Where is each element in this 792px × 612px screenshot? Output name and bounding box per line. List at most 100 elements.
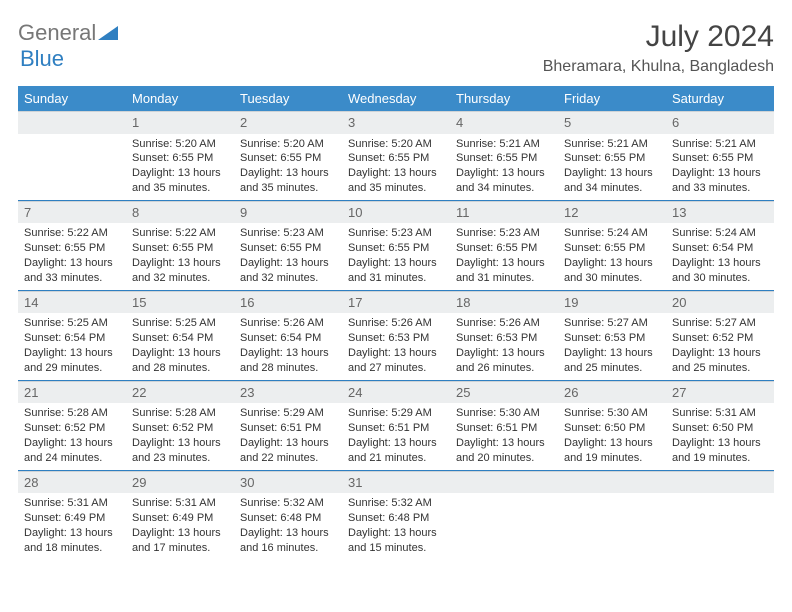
day-details: Sunrise: 5:23 AMSunset: 6:55 PMDaylight:… [234,223,342,289]
day-number: 4 [450,111,558,134]
sunset-text: Sunset: 6:52 PM [132,421,228,436]
daylight-text: Daylight: 13 hours and 24 minutes. [24,436,120,466]
day-number: 27 [666,381,774,404]
sunrise-text: Sunrise: 5:23 AM [456,226,552,241]
day-number: 11 [450,201,558,224]
calendar-cell: 11Sunrise: 5:23 AMSunset: 6:55 PMDayligh… [450,200,558,290]
day-number: 22 [126,381,234,404]
sunset-text: Sunset: 6:53 PM [564,331,660,346]
daylight-text: Daylight: 13 hours and 28 minutes. [132,346,228,376]
day-details: Sunrise: 5:20 AMSunset: 6:55 PMDaylight:… [126,134,234,200]
sunset-text: Sunset: 6:55 PM [456,151,552,166]
daylight-text: Daylight: 13 hours and 15 minutes. [348,526,444,556]
sunrise-text: Sunrise: 5:32 AM [240,496,336,511]
day-details: Sunrise: 5:27 AMSunset: 6:53 PMDaylight:… [558,313,666,379]
calendar-cell: 14Sunrise: 5:25 AMSunset: 6:54 PMDayligh… [18,290,126,380]
day-details: Sunrise: 5:30 AMSunset: 6:50 PMDaylight:… [558,403,666,469]
sunrise-text: Sunrise: 5:21 AM [672,137,768,152]
day-number: 21 [18,381,126,404]
calendar-cell: 25Sunrise: 5:30 AMSunset: 6:51 PMDayligh… [450,380,558,470]
day-details: Sunrise: 5:21 AMSunset: 6:55 PMDaylight:… [666,134,774,200]
day-details: Sunrise: 5:21 AMSunset: 6:55 PMDaylight:… [558,134,666,200]
sunset-text: Sunset: 6:55 PM [24,241,120,256]
day-number: 3 [342,111,450,134]
calendar-row: 1Sunrise: 5:20 AMSunset: 6:55 PMDaylight… [18,111,774,200]
calendar-row: 21Sunrise: 5:28 AMSunset: 6:52 PMDayligh… [18,380,774,470]
weekday-header: Monday [126,86,234,111]
day-number [450,471,558,494]
day-number: 9 [234,201,342,224]
title-block: July 2024 Bheramara, Khulna, Bangladesh [543,20,774,76]
calendar-cell: 1Sunrise: 5:20 AMSunset: 6:55 PMDaylight… [126,111,234,200]
daylight-text: Daylight: 13 hours and 30 minutes. [564,256,660,286]
day-number: 7 [18,201,126,224]
sunrise-text: Sunrise: 5:24 AM [672,226,768,241]
calendar-cell: 20Sunrise: 5:27 AMSunset: 6:52 PMDayligh… [666,290,774,380]
calendar-cell: 18Sunrise: 5:26 AMSunset: 6:53 PMDayligh… [450,290,558,380]
daylight-text: Daylight: 13 hours and 31 minutes. [456,256,552,286]
sunset-text: Sunset: 6:55 PM [456,241,552,256]
day-details: Sunrise: 5:26 AMSunset: 6:53 PMDaylight:… [450,313,558,379]
day-details: Sunrise: 5:22 AMSunset: 6:55 PMDaylight:… [18,223,126,289]
daylight-text: Daylight: 13 hours and 27 minutes. [348,346,444,376]
weekday-header: Tuesday [234,86,342,111]
day-number: 19 [558,291,666,314]
calendar-cell-empty [450,470,558,559]
logo-triangle-icon [98,20,118,46]
sunset-text: Sunset: 6:54 PM [24,331,120,346]
sunrise-text: Sunrise: 5:26 AM [240,316,336,331]
day-number: 13 [666,201,774,224]
weekday-header: Friday [558,86,666,111]
sunrise-text: Sunrise: 5:25 AM [24,316,120,331]
daylight-text: Daylight: 13 hours and 28 minutes. [240,346,336,376]
day-details: Sunrise: 5:25 AMSunset: 6:54 PMDaylight:… [126,313,234,379]
calendar-cell: 26Sunrise: 5:30 AMSunset: 6:50 PMDayligh… [558,380,666,470]
day-details: Sunrise: 5:24 AMSunset: 6:55 PMDaylight:… [558,223,666,289]
logo-text: General Blue [18,20,118,72]
sunrise-text: Sunrise: 5:26 AM [348,316,444,331]
sunset-text: Sunset: 6:50 PM [672,421,768,436]
day-number: 28 [18,471,126,494]
daylight-text: Daylight: 13 hours and 34 minutes. [456,166,552,196]
daylight-text: Daylight: 13 hours and 29 minutes. [24,346,120,376]
day-number: 5 [558,111,666,134]
sunrise-text: Sunrise: 5:31 AM [24,496,120,511]
sunrise-text: Sunrise: 5:20 AM [240,137,336,152]
calendar-cell: 6Sunrise: 5:21 AMSunset: 6:55 PMDaylight… [666,111,774,200]
daylight-text: Daylight: 13 hours and 16 minutes. [240,526,336,556]
sunset-text: Sunset: 6:55 PM [564,241,660,256]
calendar-cell: 31Sunrise: 5:32 AMSunset: 6:48 PMDayligh… [342,470,450,559]
daylight-text: Daylight: 13 hours and 22 minutes. [240,436,336,466]
logo-line1: General [18,20,96,45]
sunset-text: Sunset: 6:53 PM [456,331,552,346]
sunrise-text: Sunrise: 5:30 AM [564,406,660,421]
day-details: Sunrise: 5:29 AMSunset: 6:51 PMDaylight:… [342,403,450,469]
calendar-cell: 29Sunrise: 5:31 AMSunset: 6:49 PMDayligh… [126,470,234,559]
location-text: Bheramara, Khulna, Bangladesh [543,58,774,76]
calendar-cell-empty [558,470,666,559]
day-details: Sunrise: 5:23 AMSunset: 6:55 PMDaylight:… [450,223,558,289]
day-details: Sunrise: 5:26 AMSunset: 6:53 PMDaylight:… [342,313,450,379]
day-number: 25 [450,381,558,404]
sunset-text: Sunset: 6:50 PM [564,421,660,436]
daylight-text: Daylight: 13 hours and 35 minutes. [348,166,444,196]
daylight-text: Daylight: 13 hours and 32 minutes. [132,256,228,286]
sunrise-text: Sunrise: 5:21 AM [456,137,552,152]
day-number: 16 [234,291,342,314]
calendar-header: SundayMondayTuesdayWednesdayThursdayFrid… [18,86,774,111]
daylight-text: Daylight: 13 hours and 19 minutes. [564,436,660,466]
day-number: 24 [342,381,450,404]
sunrise-text: Sunrise: 5:25 AM [132,316,228,331]
sunrise-text: Sunrise: 5:24 AM [564,226,660,241]
calendar-cell-empty [666,470,774,559]
sunset-text: Sunset: 6:55 PM [564,151,660,166]
day-details: Sunrise: 5:23 AMSunset: 6:55 PMDaylight:… [342,223,450,289]
sunrise-text: Sunrise: 5:20 AM [348,137,444,152]
calendar-cell: 3Sunrise: 5:20 AMSunset: 6:55 PMDaylight… [342,111,450,200]
calendar-row: 14Sunrise: 5:25 AMSunset: 6:54 PMDayligh… [18,290,774,380]
sunrise-text: Sunrise: 5:29 AM [348,406,444,421]
sunset-text: Sunset: 6:49 PM [132,511,228,526]
daylight-text: Daylight: 13 hours and 30 minutes. [672,256,768,286]
logo-line2: Blue [20,46,64,71]
daylight-text: Daylight: 13 hours and 33 minutes. [24,256,120,286]
